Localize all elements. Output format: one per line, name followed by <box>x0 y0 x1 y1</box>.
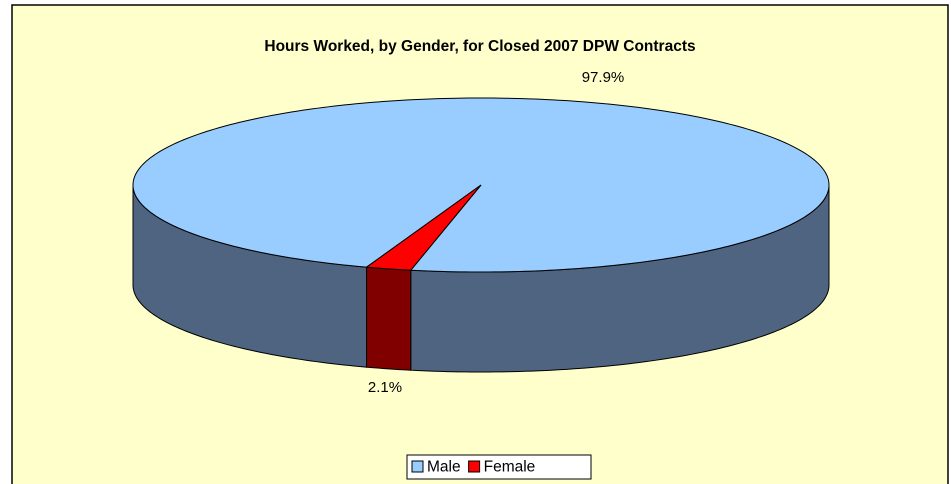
legend-label: Male <box>427 459 461 476</box>
pie-slice <box>365 184 482 271</box>
chart-title: Hours Worked, by Gender, for Closed 2007… <box>264 38 695 55</box>
pie-side <box>366 266 412 371</box>
legend-swatch <box>411 460 424 473</box>
legend-swatch <box>468 460 481 473</box>
legend-label: Female <box>484 459 536 476</box>
pie: 97.9% 2.1% <box>132 69 830 396</box>
legend: Male Female <box>411 459 536 476</box>
data-label: 97.9% <box>582 69 625 86</box>
data-label: 2.1% <box>368 379 402 396</box>
legend-box <box>406 454 592 480</box>
